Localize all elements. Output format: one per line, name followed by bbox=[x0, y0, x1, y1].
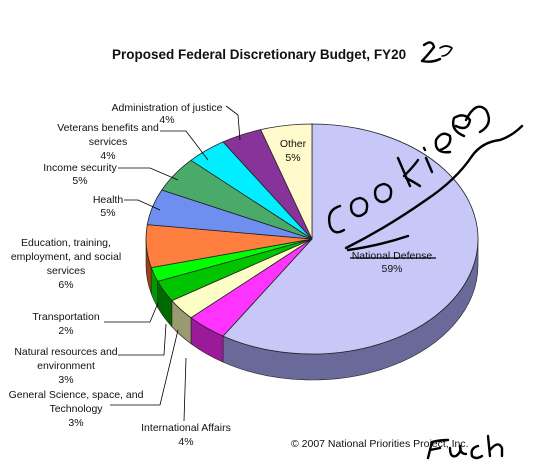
leader-international bbox=[183, 357, 187, 422]
chart-title: Proposed Federal Discretionary Budget, F… bbox=[112, 47, 406, 62]
label-education-line-0: Education, training, bbox=[21, 237, 111, 249]
label-natural: Natural resources and environment 3% bbox=[14, 346, 117, 386]
label-international-line-1: 4% bbox=[178, 436, 193, 448]
label-education-line-3: 6% bbox=[58, 279, 73, 291]
label-health-line-0: Health bbox=[93, 194, 124, 206]
label-veterans-line-2: 4% bbox=[100, 150, 115, 162]
label-other-line-1: 5% bbox=[285, 152, 300, 164]
label-health: Health 5% bbox=[93, 194, 124, 219]
label-defense: National Defense 59% bbox=[352, 250, 433, 275]
label-science-line-1: Technology bbox=[49, 403, 103, 415]
label-other-line-0: Other bbox=[280, 138, 307, 150]
label-natural-line-1: environment bbox=[37, 360, 95, 372]
label-education-line-1: employment, and social bbox=[11, 251, 121, 263]
label-natural-line-0: Natural resources and bbox=[14, 346, 117, 358]
label-health-line-1: 5% bbox=[100, 207, 115, 219]
label-justice-line-1: 4% bbox=[159, 114, 174, 126]
slice-labels: Administration of justice 4%Veterans bene… bbox=[9, 102, 436, 448]
leader-income bbox=[118, 167, 179, 181]
label-education-line-2: services bbox=[47, 265, 86, 277]
copyright-text: © 2007 National Priorities Project, Inc. bbox=[291, 438, 469, 450]
leader-natural bbox=[118, 323, 167, 356]
label-veterans: Veterans benefits and services 4% bbox=[57, 122, 159, 162]
label-other: Other 5% bbox=[280, 138, 307, 164]
leader-transport bbox=[104, 302, 159, 323]
label-international-line-0: International Affairs bbox=[141, 422, 231, 434]
label-international: International Affairs 4% bbox=[141, 422, 231, 448]
leader-justice bbox=[225, 105, 241, 141]
label-science: General Science, space, and Technology 3% bbox=[9, 389, 144, 429]
label-science-line-2: 3% bbox=[68, 417, 83, 429]
pie-slices bbox=[145, 123, 479, 355]
pie-sides bbox=[145, 238, 479, 381]
handwriting-scribble bbox=[327, 41, 524, 460]
label-defense-line-1: 59% bbox=[381, 263, 402, 275]
leader-health bbox=[124, 199, 161, 211]
slice-other bbox=[260, 123, 313, 240]
leader-science bbox=[110, 329, 179, 406]
label-justice: Administration of justice 4% bbox=[112, 102, 223, 126]
label-science-line-0: General Science, space, and bbox=[9, 389, 144, 401]
label-natural-line-2: 3% bbox=[58, 374, 73, 386]
label-education: Education, training, employment, and soci… bbox=[11, 237, 121, 291]
leader-veterans bbox=[160, 130, 209, 161]
leader-lines bbox=[104, 105, 241, 422]
label-income-line-1: 5% bbox=[72, 175, 87, 187]
label-transport-line-0: Transportation bbox=[32, 311, 99, 323]
label-income: Income security 5% bbox=[43, 162, 117, 187]
label-transport-line-1: 2% bbox=[58, 325, 73, 337]
label-income-line-0: Income security bbox=[43, 162, 117, 174]
label-veterans-line-1: services bbox=[89, 136, 128, 148]
label-defense-line-0: National Defense bbox=[352, 250, 433, 262]
label-veterans-line-0: Veterans benefits and bbox=[57, 122, 159, 134]
label-justice-line-0: Administration of justice bbox=[112, 102, 223, 114]
label-transport: Transportation 2% bbox=[32, 311, 99, 337]
